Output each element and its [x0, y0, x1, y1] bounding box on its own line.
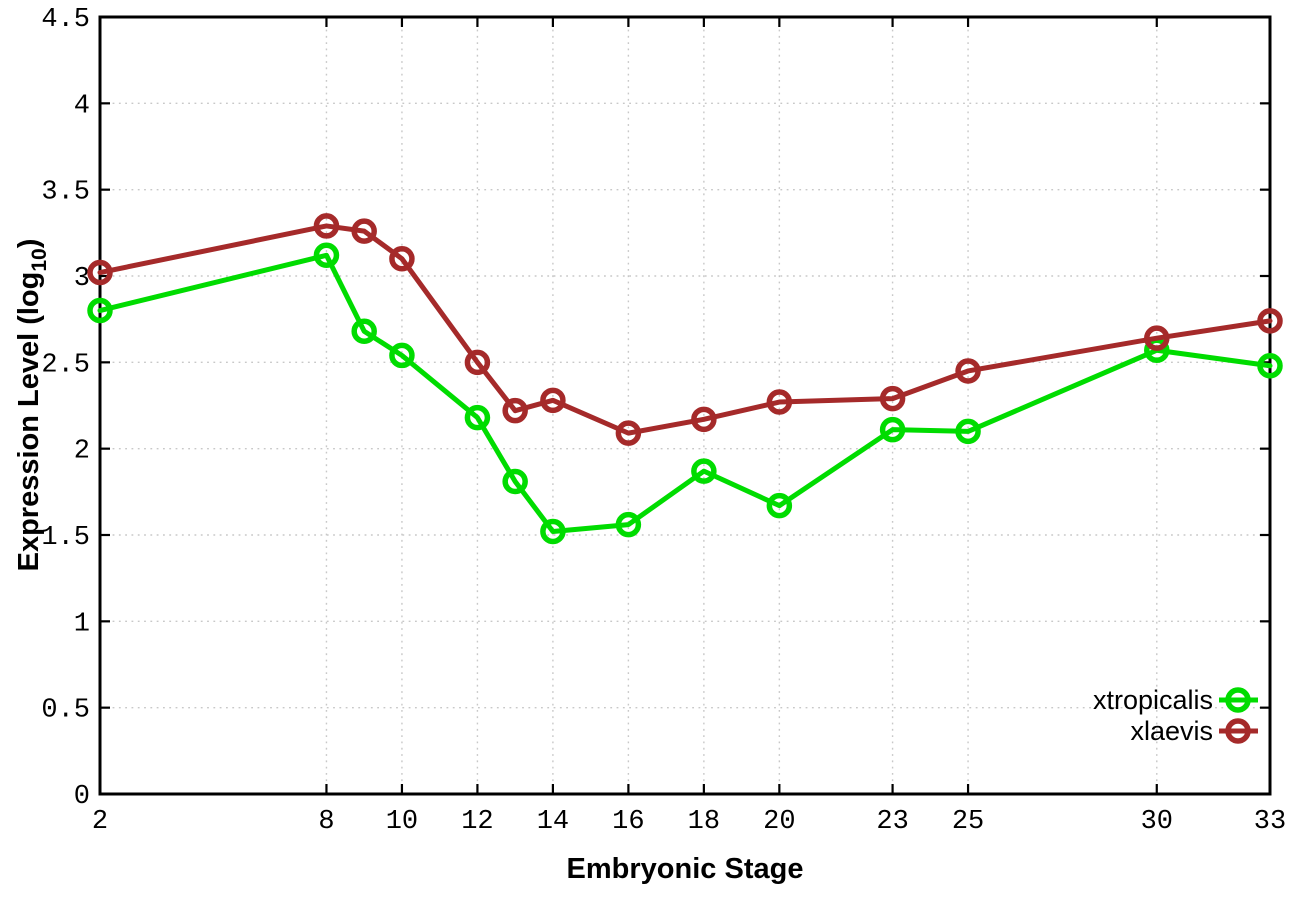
data-point-xlaevis-stage-18 — [691, 406, 717, 433]
y-axis-title: Expression Level (log10) — [13, 239, 51, 572]
y-axis-title-main: Expression Level (log — [13, 272, 45, 572]
data-point-xlaevis-stage-14 — [540, 387, 566, 414]
y-tick-label-1: 1 — [74, 609, 90, 639]
y-tick-label-3.5: 3.5 — [41, 178, 90, 208]
y-axis-title-subscript: 10 — [28, 248, 51, 271]
data-point-xlaevis-stage-10 — [389, 245, 415, 272]
x-tick-label-2: 2 — [92, 807, 108, 837]
y-tick-label-2: 2 — [74, 437, 90, 467]
y-tick-label-0.5: 0.5 — [41, 696, 90, 726]
data-point-xtropicalis-stage-10 — [389, 342, 415, 369]
x-tick-label-25: 25 — [952, 807, 984, 837]
plot-border-layer — [98, 15, 1272, 796]
data-point-xtropicalis-stage-18 — [691, 458, 717, 484]
series-layer — [87, 213, 1283, 545]
series-line-xtropicalis — [97, 252, 1273, 535]
data-point-xlaevis-stage-25 — [955, 358, 981, 384]
data-point-xtropicalis-stage-16 — [615, 511, 642, 538]
data-point-xlaevis-stage-2 — [87, 259, 113, 286]
data-point-xtropicalis-stage-23 — [879, 416, 906, 443]
legend: xtropicalis xlaevis — [1093, 685, 1258, 746]
data-point-xtropicalis-stage-8 — [313, 242, 340, 269]
data-point-xlaevis-stage-30 — [1144, 325, 1170, 351]
legend-marker-xlaevis — [1225, 718, 1251, 744]
data-point-xtropicalis-stage-13 — [502, 468, 528, 495]
data-point-xtropicalis-stage-9 — [351, 318, 377, 345]
x-tick-label-12: 12 — [461, 807, 493, 837]
x-tick-label-16: 16 — [612, 807, 644, 837]
data-point-xtropicalis-stage-2 — [87, 297, 113, 324]
data-point-xtropicalis-stage-14 — [540, 518, 566, 545]
data-point-xtropicalis-stage-33 — [1257, 353, 1283, 379]
data-point-xtropicalis-stage-12 — [464, 404, 491, 431]
legend-label-xtropicalis: xtropicalis — [1093, 685, 1213, 715]
y-tick-label-1.5: 1.5 — [41, 523, 90, 553]
data-point-xtropicalis-stage-20 — [766, 492, 793, 519]
x-tick-label-14: 14 — [537, 807, 569, 837]
tick-label-layer: 2 8 10 12 14 16 18 20 23 25 30 33 0 0.5 1 1.5 2 2.5 3 3.5 4 4… — [41, 5, 1286, 837]
x-tick-label-18: 18 — [688, 807, 720, 837]
data-point-xlaevis-stage-33 — [1257, 308, 1283, 334]
data-point-xlaevis-stage-23 — [879, 385, 906, 412]
data-point-xlaevis-stage-9 — [351, 218, 377, 244]
data-point-xlaevis-stage-8 — [313, 213, 340, 239]
grid-layer — [100, 17, 1270, 794]
series-line-xlaevis — [97, 223, 1273, 436]
y-tick-label-4.5: 4.5 — [41, 5, 90, 35]
legend-marker-xtropicalis — [1225, 687, 1251, 713]
plot-border — [98, 15, 1272, 796]
x-tick-label-33: 33 — [1254, 807, 1286, 837]
y-tick-label-0: 0 — [74, 782, 90, 812]
x-tick-label-23: 23 — [876, 807, 908, 837]
data-point-xtropicalis-stage-25 — [955, 418, 981, 445]
y-tick-label-2.5: 2.5 — [41, 350, 90, 380]
y-tick-label-4: 4 — [74, 91, 90, 121]
x-tick-label-8: 8 — [318, 807, 334, 837]
y-axis-title-end: ) — [13, 239, 45, 249]
tick-layer — [98, 15, 1272, 796]
data-point-xlaevis-stage-16 — [615, 420, 642, 446]
data-point-xlaevis-stage-20 — [766, 389, 793, 415]
x-tick-label-30: 30 — [1141, 807, 1173, 837]
x-tick-label-20: 20 — [763, 807, 795, 837]
data-point-xlaevis-stage-12 — [464, 349, 491, 376]
x-axis-title: Embryonic Stage — [567, 853, 804, 885]
x-tick-label-10: 10 — [386, 807, 418, 837]
legend-label-xlaevis: xlaevis — [1130, 716, 1213, 746]
data-point-xlaevis-stage-13 — [502, 397, 528, 424]
y-tick-label-3: 3 — [74, 264, 90, 294]
